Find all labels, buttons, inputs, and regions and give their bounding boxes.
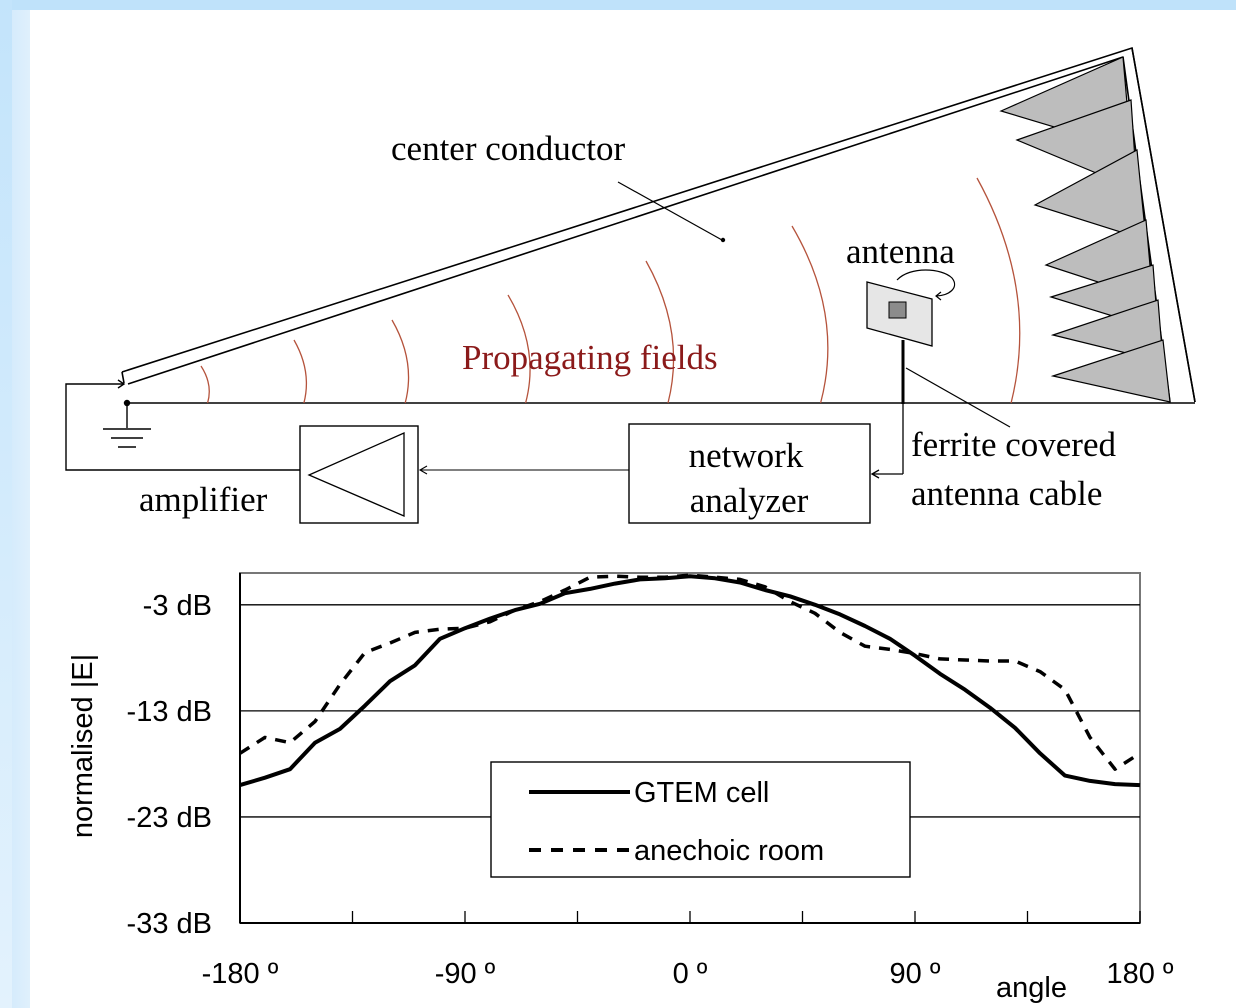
legend-label-gtem: GTEM cell [634, 777, 769, 809]
wavefront [200, 365, 210, 404]
amplifier-block [299, 425, 419, 524]
ferrite-label-line1: ferrite covered [911, 425, 1116, 464]
signal-arrow [418, 465, 629, 475]
absorber-wedge [1033, 149, 1147, 241]
wavefront [293, 339, 308, 404]
wavefront [976, 177, 1021, 404]
wavefront [791, 225, 829, 404]
series-lines [239, 573, 1141, 788]
wavefront [391, 319, 410, 404]
network-analyzer-label-line2: analyzer [690, 481, 809, 520]
center-conductor-leader [617, 181, 723, 241]
center-conductor-line [127, 56, 1124, 385]
antenna-cable [870, 340, 905, 479]
ground-icon [103, 428, 151, 448]
x-tick-label: 0 º [673, 958, 708, 990]
top-band [0, 0, 1236, 10]
y-tick-label: -13 dB [127, 696, 212, 728]
y-tick-labels: -3 dB -13 dB -23 dB -33 dB [127, 590, 212, 940]
ferrite-leader [905, 367, 1011, 428]
center-conductor-label: center conductor [391, 129, 626, 168]
y-tick-label: -23 dB [127, 802, 212, 834]
y-tick-label: -3 dB [143, 590, 212, 622]
network-analyzer-block [628, 423, 871, 524]
wavefronts [200, 177, 1021, 404]
x-tick-label: -90 º [435, 958, 496, 990]
radiation-pattern-chart: -3 dB -13 dB -23 dB -33 dB -180 º -90 º 0 º 90… [67, 572, 1174, 1004]
legend: GTEM cell anechoic room [490, 761, 911, 878]
legend-box [490, 761, 911, 878]
x-axis-title: angle [996, 972, 1067, 1004]
series-line-gtem-cell [239, 574, 1141, 788]
gtem-diagram: amplifier network analyzer antenna ce [65, 46, 1196, 524]
antenna-icon [866, 269, 956, 347]
ground-feed [65, 379, 300, 471]
x-tick-labels: -180 º -90 º 0 º 90 º 180 º [202, 958, 1174, 990]
absorber-wedge [1050, 339, 1171, 403]
wavefront [507, 294, 531, 404]
left-band [0, 0, 12, 1008]
y-tick-label: -33 dB [127, 908, 212, 940]
legend-label-anechoic: anechoic room [634, 835, 824, 867]
ferrite-label-line2: antenna cable [911, 474, 1102, 513]
network-analyzer-label-line1: network [689, 436, 804, 475]
x-tick-label: -180 º [202, 958, 279, 990]
absorber-wedges [999, 56, 1171, 403]
amplifier-label: amplifier [139, 480, 268, 519]
antenna-label: antenna [846, 232, 955, 271]
x-tick-label: 180 º [1106, 958, 1173, 990]
center-conductor-leader-dot [720, 237, 726, 243]
wavefront [645, 260, 675, 404]
absorber-wedge [1050, 299, 1164, 363]
x-tick-label: 90 º [890, 958, 941, 990]
propagating-fields-label: Propagating fields [462, 338, 718, 377]
y-axis-title: normalised |E| [67, 654, 99, 838]
gtem-cell-outline [121, 46, 1196, 404]
